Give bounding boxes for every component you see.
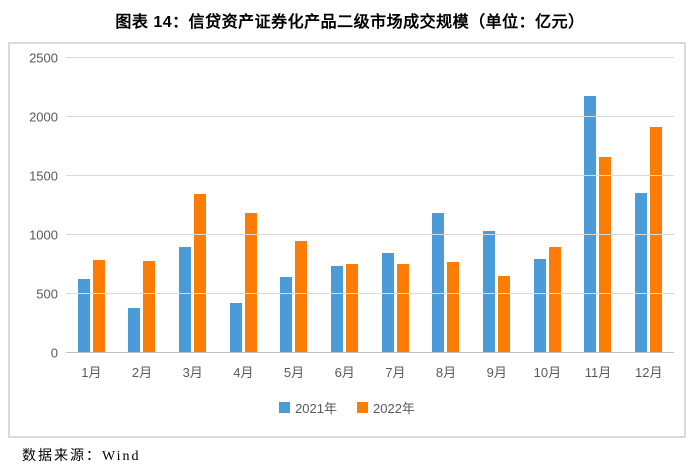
- y-tick-label: 0: [50, 345, 58, 361]
- legend-label: 2022年: [373, 401, 415, 416]
- y-axis: 0 500 1000 1500 2000 2500: [14, 51, 58, 361]
- bar-group-12月: [635, 58, 663, 353]
- bar-2021: [128, 307, 141, 353]
- x-axis-label: 10月: [533, 365, 562, 380]
- source-note: 数据来源：Wind: [22, 449, 141, 464]
- y-tick-label: 1500: [29, 168, 58, 184]
- gridline: [66, 352, 674, 353]
- bars-layer: [66, 58, 674, 353]
- bar-2022: [548, 246, 561, 353]
- bar-2022: [498, 276, 511, 353]
- bar-2021: [331, 266, 344, 353]
- bar-2022: [244, 212, 257, 353]
- gridline: [66, 293, 674, 294]
- bar-2021: [533, 258, 546, 353]
- plot-area: [66, 57, 674, 353]
- x-axis-label: 8月: [435, 365, 457, 380]
- gridline: [66, 175, 674, 176]
- bar-2021: [432, 212, 445, 353]
- x-axis-label: 11月: [584, 365, 612, 380]
- bar-group-10月: [533, 58, 561, 353]
- bar-2021: [179, 246, 192, 353]
- x-axis-label: 2月: [131, 365, 153, 380]
- y-tick-label: 1000: [29, 227, 58, 243]
- chart-title: 图表 14：信贷资产证券化产品二级市场成交规模（单位：亿元）: [115, 14, 585, 31]
- y-tick-label: 2500: [29, 50, 58, 66]
- bar-group-9月: [483, 58, 511, 353]
- bar-2021: [280, 277, 293, 353]
- legend-swatch-2021: [279, 402, 291, 413]
- bar-group-6月: [331, 58, 359, 353]
- y-tick-label: 2000: [29, 109, 58, 125]
- x-axis-label: 4月: [233, 365, 254, 380]
- bar-2021: [381, 253, 394, 353]
- x-axis-label: 5月: [283, 365, 305, 380]
- x-axis-label: 12月: [634, 365, 663, 380]
- legend-swatch-2022: [357, 402, 368, 413]
- bar-2022: [650, 127, 663, 353]
- bar-group-3月: [179, 58, 207, 353]
- bar-group-1月: [77, 58, 105, 353]
- bar-2022: [194, 193, 207, 353]
- x-axis-label: 3月: [182, 365, 203, 380]
- x-axis-label: 9月: [486, 365, 507, 380]
- chart-frame: 0 500 1000 1500 2000 2500 1月 2月 3月 4月 5月 6月 7月 8月 9月 1…: [8, 42, 686, 438]
- gridline: [66, 57, 674, 58]
- bar-group-8月: [432, 58, 460, 353]
- x-axis-label: 7月: [385, 365, 406, 380]
- gridline: [66, 234, 674, 235]
- bar-2022: [346, 263, 359, 353]
- y-tick-label: 500: [36, 286, 58, 302]
- gridline: [66, 116, 674, 117]
- legend: 2021年 2022年: [10, 398, 684, 417]
- bar-2022: [599, 157, 612, 353]
- bar-2021: [229, 302, 242, 353]
- bar-2022: [447, 261, 460, 353]
- legend-item-2021: 2021年: [279, 398, 337, 417]
- bar-2021: [483, 231, 496, 353]
- bar-group-11月: [584, 58, 612, 353]
- bar-2022: [92, 259, 105, 353]
- bar-2021: [584, 96, 597, 353]
- bar-2021: [77, 279, 90, 353]
- legend-label: 2021年: [295, 401, 337, 416]
- x-axis-label: 1月: [81, 365, 102, 380]
- legend-item-2022: 2022年: [357, 398, 415, 417]
- bar-group-4月: [229, 58, 257, 353]
- x-axis-label: 6月: [334, 365, 355, 380]
- x-axis: 1月 2月 3月 4月 5月 6月 7月 8月 9月 10月 11月 12月: [66, 362, 674, 381]
- bar-2022: [143, 260, 156, 353]
- bar-group-2月: [128, 58, 156, 353]
- bar-2022: [396, 263, 409, 353]
- bar-group-7月: [381, 58, 409, 353]
- bar-2022: [295, 240, 308, 353]
- bar-2021: [635, 193, 648, 353]
- bar-group-5月: [280, 58, 308, 353]
